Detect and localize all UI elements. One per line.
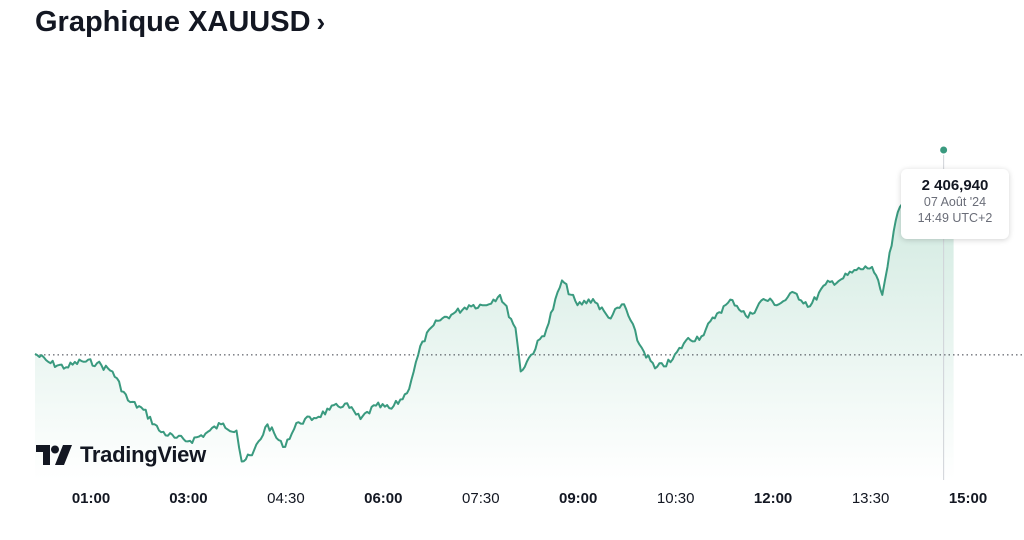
tooltip-time: 14:49 UTC+2 — [917, 211, 993, 225]
price-series-line — [34, 181, 955, 463]
x-tick-label: 13:30 — [852, 490, 890, 507]
x-tick-label: 01:00 — [72, 490, 110, 507]
chart-title-link[interactable]: Graphique XAUUSD › — [35, 6, 325, 39]
tradingview-brand[interactable]: TradingView — [36, 442, 206, 468]
price-area-fill — [35, 182, 954, 480]
price-tooltip: 2 406,940 07 Août '24 14:49 UTC+2 — [901, 169, 1009, 239]
tooltip-price: 2 406,940 — [921, 177, 989, 194]
brand-name: TradingView — [80, 442, 206, 467]
x-tick-label: 07:30 — [462, 490, 500, 507]
x-tick-label: 04:30 — [267, 490, 305, 507]
x-tick-label: 06:00 — [364, 490, 402, 507]
x-tick-label: 12:00 — [754, 490, 792, 507]
last-price-marker — [940, 146, 948, 154]
page-title: Graphique XAUUSD — [35, 6, 311, 38]
x-tick-label: 03:00 — [169, 490, 207, 507]
tooltip-date: 07 Août '24 — [923, 195, 987, 209]
tradingview-logo-icon — [36, 445, 72, 465]
x-tick-label: 10:30 — [657, 490, 695, 507]
x-tick-label: 09:00 — [559, 490, 597, 507]
chevron-right-icon: › — [316, 7, 326, 37]
x-tick-label: 15:00 — [949, 490, 987, 507]
